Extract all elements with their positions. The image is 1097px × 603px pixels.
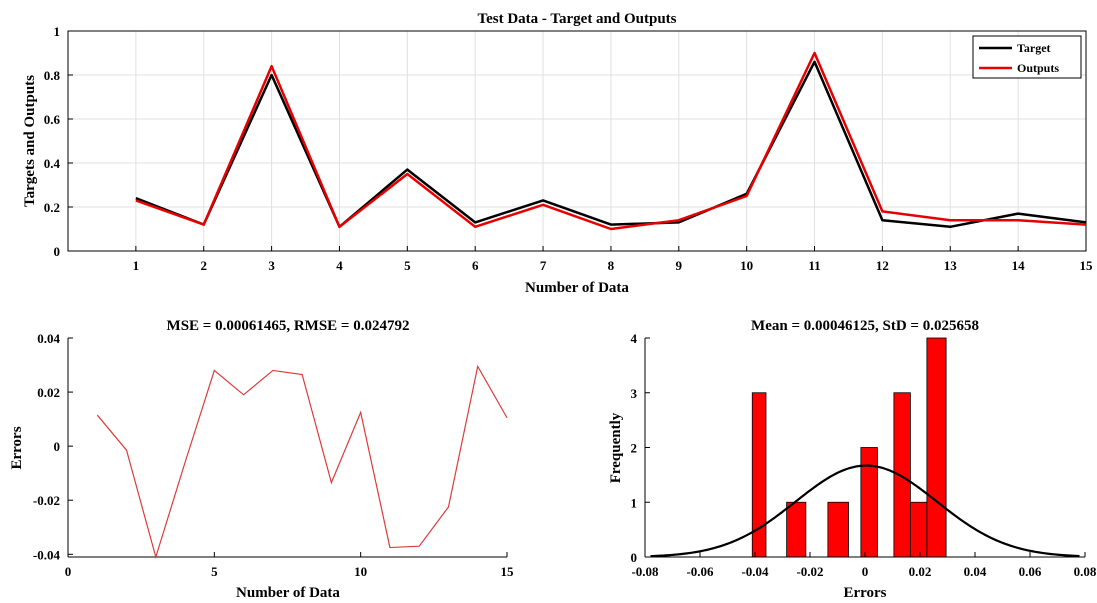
fit-curve (650, 464, 1080, 558)
errors-x-tick-label: 15 (501, 564, 515, 579)
errors-chart-title: MSE = 0.00061465, RMSE = 0.024792 (167, 318, 410, 334)
outputs-series-line (135, 51, 1087, 231)
histogram-bar (909, 501, 928, 558)
errors-y-tick-label: 0.02 (37, 385, 60, 400)
top-x-tick-label: 4 (336, 258, 343, 273)
errors-x-tick-label: 10 (354, 564, 367, 579)
top-plot-frame (67, 30, 1087, 252)
top-x-tick-label: 2 (200, 258, 207, 273)
errors-y-tick-label: 0.04 (37, 331, 60, 346)
histogram-x-tick-label: 0.02 (909, 564, 932, 579)
histogram-x-tick-label: 0 (862, 564, 869, 579)
histogram-x-tick-label: -0.06 (686, 564, 714, 579)
top-x-tick-label: 11 (808, 258, 820, 273)
errors-line (96, 364, 508, 560)
top-y-tick-label: 1 (54, 24, 61, 39)
top-x-tick-label: 13 (944, 258, 958, 273)
errors-y-tick-label: -0.04 (33, 547, 61, 562)
top-x-ticks: 1 2 3 4 5 6 7 8 9 10 11 12 13 14 15 (133, 246, 1093, 273)
histogram-bar (786, 501, 807, 558)
top-x-tick-label: 15 (1080, 258, 1094, 273)
top-x-tick-label: 12 (876, 258, 889, 273)
top-x-tick-label: 3 (268, 258, 275, 273)
top-y-tick-label: 0.8 (44, 68, 61, 83)
top-y-tick-label: 0 (54, 244, 61, 259)
top-x-tick-label: 14 (1012, 258, 1026, 273)
target-output-chart: 1 2 3 4 5 6 7 8 9 10 11 12 13 14 15 00.20.40.60.81 Tes… (22, 11, 1093, 296)
top-x-tick-label: 9 (676, 258, 683, 273)
top-series-lines (135, 51, 1087, 231)
errors-chart: 0 5 10 15 -0.04 -0.02 0 0.02 0.04 MSE = 0.00061… (9, 318, 514, 601)
top-y-tick-label: 0.4 (44, 156, 61, 171)
histogram-x-tick-label: -0.04 (741, 564, 769, 579)
histogram-x-tick-label: 0.08 (1074, 564, 1097, 579)
errors-x-tick-label: 5 (211, 564, 218, 579)
histogram-x-tick-label: -0.02 (796, 564, 823, 579)
errors-y-axis-label: Errors (9, 426, 25, 469)
histogram-y-tick-label: 1 (631, 495, 638, 510)
histogram-y-tick-label: 0 (631, 550, 638, 565)
top-chart-title: Test Data - Target and Outputs (477, 11, 676, 27)
histogram-x-tick-label: 0.04 (964, 564, 987, 579)
histogram-y-ticks: 0 1 2 3 4 (631, 331, 650, 565)
histogram-x-tick-label: 0.06 (1019, 564, 1042, 579)
top-legend: Target Outputs (972, 35, 1082, 79)
histogram-chart: -0.08 -0.06 -0.04 -0.02 0 0.02 0.04 0.06 0.08 0 1… (608, 318, 1097, 601)
top-y-axis-label: Targets and Outputs (22, 75, 38, 207)
top-x-axis-label: Number of Data (525, 280, 629, 296)
top-y-ticks: 0 0.2 0.4 0.6 0.8 1 (44, 24, 73, 259)
errors-y-ticks: -0.04 -0.02 0 0.02 0.04 (33, 331, 73, 562)
normal-fit-curve (650, 464, 1080, 558)
top-x-tick-label: 10 (740, 258, 753, 273)
errors-y-tick-label: -0.02 (33, 493, 60, 508)
histogram-y-tick-label: 2 (631, 441, 638, 456)
target-series-line (135, 60, 1087, 229)
top-x-tick-label: 8 (608, 258, 615, 273)
histogram-y-tick-label: 4 (631, 331, 638, 346)
top-y-tick-label: 0.6 (44, 112, 61, 127)
histogram-x-tick-label: -0.08 (631, 564, 659, 579)
top-x-tick-label: 1 (133, 258, 140, 273)
errors-y-tick-label: 0 (54, 439, 61, 454)
top-x-tick-label: 5 (404, 258, 411, 273)
legend-outputs-label: Outputs (1017, 61, 1059, 75)
top-y-tick-label: 0.2 (44, 200, 60, 215)
histogram-y-axis-label: Frequently (608, 412, 624, 483)
legend-box (972, 35, 1082, 79)
histogram-bars (751, 337, 947, 558)
histogram-bar (860, 447, 878, 558)
histogram-bar (827, 501, 849, 558)
histogram-y-tick-label: 3 (631, 386, 638, 401)
histogram-bar (926, 337, 947, 558)
errors-x-ticks: 0 5 10 15 (65, 552, 514, 579)
top-x-tick-label: 6 (472, 258, 479, 273)
top-x-tick-label: 7 (540, 258, 547, 273)
histogram-x-ticks: -0.08 -0.06 -0.04 -0.02 0 0.02 0.04 0.06 0.08 (631, 552, 1097, 579)
histogram-bar (751, 392, 767, 558)
histogram-bar (893, 392, 911, 558)
errors-series-line (96, 364, 508, 560)
legend-target-label: Target (1017, 41, 1051, 55)
errors-x-tick-label: 0 (65, 564, 72, 579)
histogram-chart-title: Mean = 0.00046125, StD = 0.025658 (751, 318, 979, 334)
histogram-x-axis-label: Errors (843, 585, 886, 601)
errors-x-axis-label: Number of Data (236, 585, 340, 601)
